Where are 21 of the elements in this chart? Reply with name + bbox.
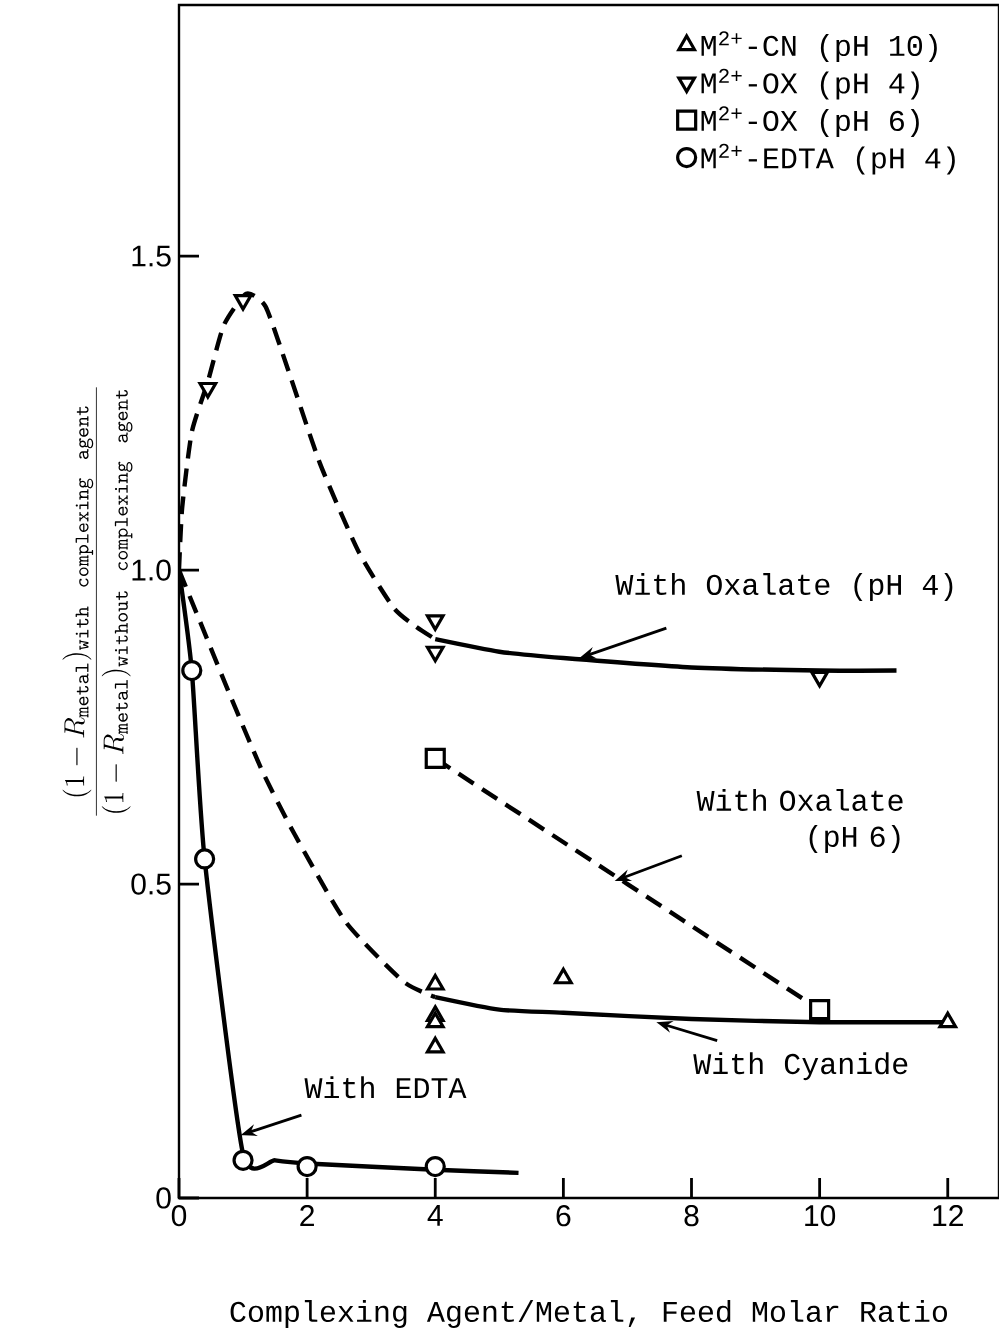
legend-label: M$^{2+}$-CN (pH 10) bbox=[701, 31, 937, 62]
legend-label: M$^{2+}$-OX (pH 6) bbox=[701, 106, 919, 137]
x-axis-title: Complexing Agent/Metal, Feed Molar Ratio bbox=[230, 1300, 947, 1328]
x-tick-label: 8 bbox=[684, 1205, 699, 1227]
y-tick-label: 0.5 bbox=[131, 873, 171, 895]
x-tick-label: 4 bbox=[427, 1205, 443, 1226]
y-tick-label: 1.0 bbox=[132, 559, 171, 581]
y-tick-label: 0 bbox=[156, 1187, 171, 1209]
x-tick-label: 6 bbox=[556, 1205, 571, 1227]
x-tick-label: 10 bbox=[805, 1205, 836, 1227]
annotation: With EDTA bbox=[304, 1076, 467, 1099]
annotation: With Oxalate (pH 6) bbox=[696, 788, 903, 853]
x-tick-label: 12 bbox=[933, 1205, 963, 1227]
legend-label: M$^{2+}$-EDTA (pH 4) bbox=[701, 143, 955, 175]
y-axis-title: $\frac{(1-R_{\mathtt{metal}})_{\mathtt{with\ complexing\ agent}}}{(1-R_{\mathtt{metal}})_{\mathtt{without\ complexing\ agent}}}$ bbox=[62, 387, 133, 816]
y-tick-label: 1.5 bbox=[132, 245, 171, 267]
annotation: With Cyanide bbox=[693, 1052, 908, 1081]
x-tick-label: 0 bbox=[171, 1205, 187, 1227]
x-tick-label: 2 bbox=[300, 1205, 314, 1227]
annotation: With Oxalate (pH 4) bbox=[615, 573, 953, 601]
legend-label: M$^{2+}$-OX (pH 4) bbox=[701, 68, 919, 100]
